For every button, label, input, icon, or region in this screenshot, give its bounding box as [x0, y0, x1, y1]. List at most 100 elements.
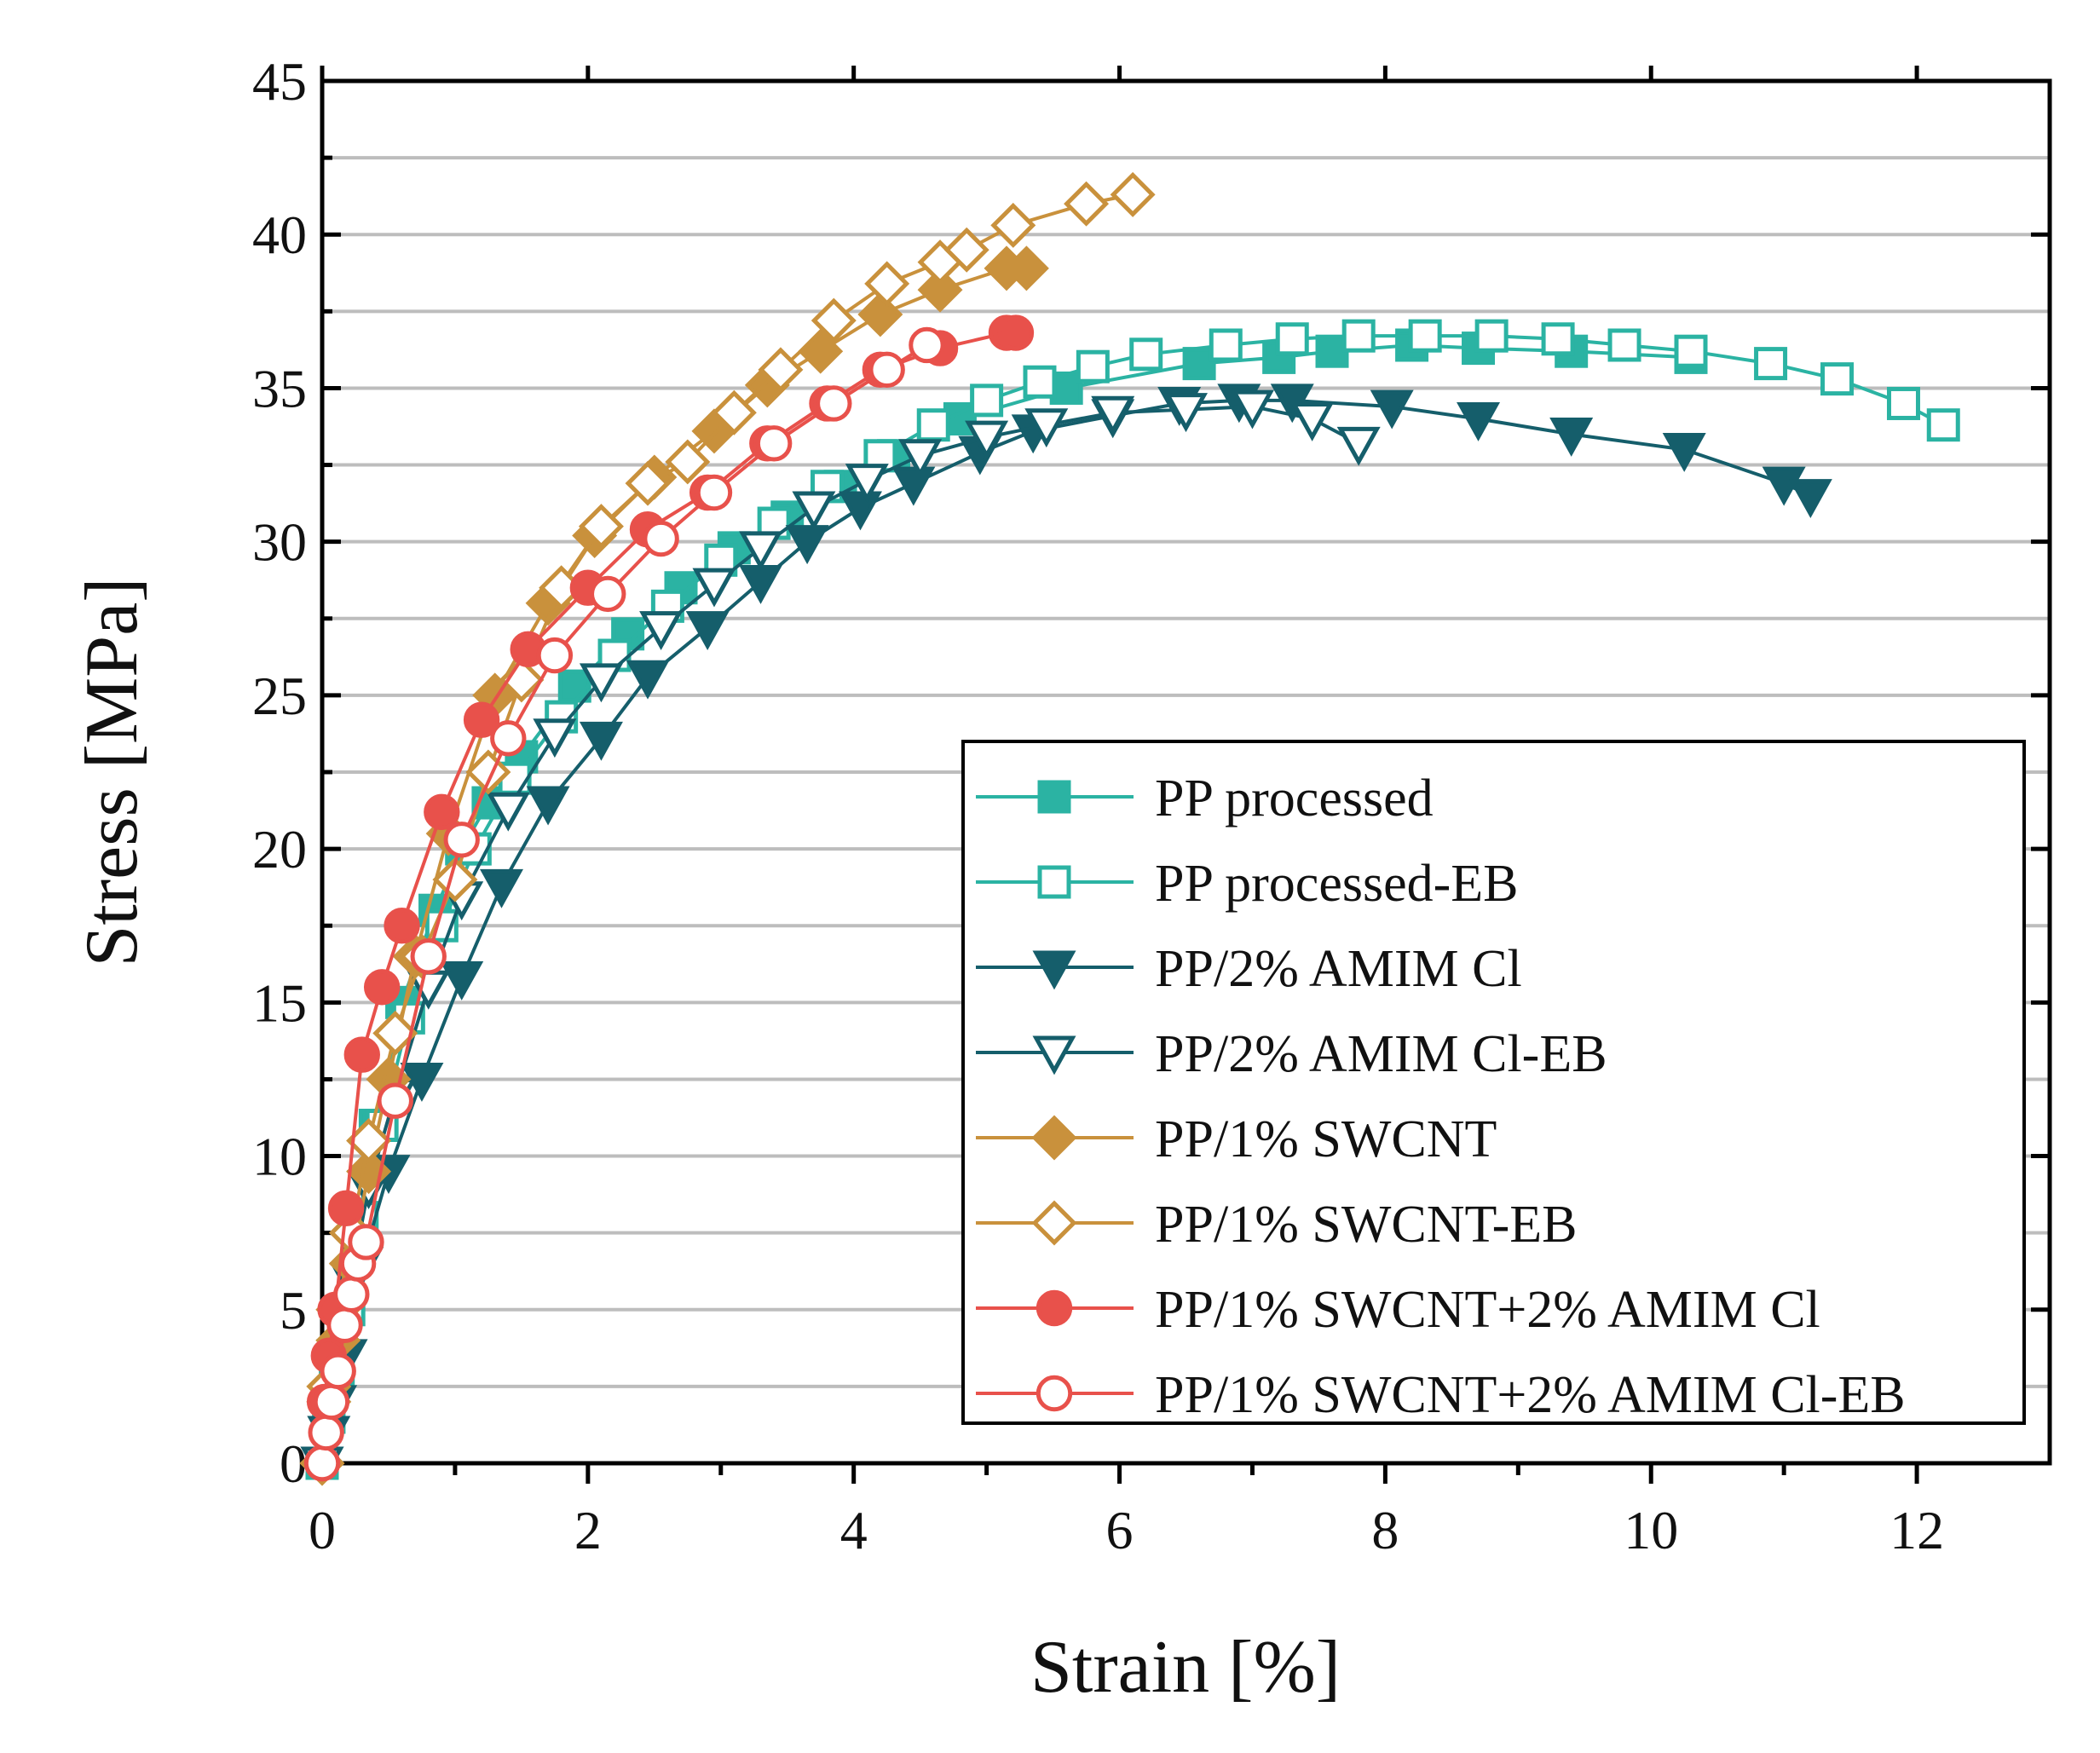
data-series: [299, 171, 1960, 1486]
data-point: [864, 261, 910, 307]
x-tick-label: 0: [309, 1500, 336, 1560]
x-tick-label: 12: [1889, 1500, 1944, 1560]
y-tick-label: 35: [252, 358, 307, 418]
legend-entry: PP/2% AMIM Cl-EB: [976, 1025, 1607, 1083]
data-point: [1457, 401, 1501, 441]
data-point: [639, 611, 684, 650]
legend-entry: PP/1% SWCNT-EB: [976, 1196, 1578, 1254]
data-point: [695, 474, 733, 511]
data-point: [343, 1036, 380, 1073]
data-point: [868, 351, 905, 389]
data-point: [410, 938, 447, 975]
data-point: [891, 466, 936, 506]
legend-label: PP/1% SWCNT+2% AMIM Cl-EB: [1155, 1366, 1906, 1424]
legend-entry: PP/1% SWCNT+2% AMIM Cl-EB: [976, 1366, 1906, 1424]
x-tick-label: 10: [1624, 1500, 1678, 1560]
data-point: [1474, 319, 1509, 353]
data-point: [308, 1414, 344, 1451]
legend-label: PP/1% SWCNT: [1155, 1110, 1497, 1168]
data-point: [997, 314, 1035, 351]
data-point: [1091, 395, 1135, 435]
data-point: [486, 792, 530, 832]
x-tick-label: 2: [574, 1500, 602, 1560]
data-point: [578, 504, 624, 550]
legend-label: PP processed-EB: [1155, 855, 1519, 913]
legend-entry: PP/1% SWCNT: [976, 1110, 1497, 1168]
legend-marker: [1032, 1035, 1076, 1075]
data-point: [916, 408, 950, 442]
data-point: [1926, 408, 1960, 442]
series-pp-1-swcnt-2-amim-cl-eb: [303, 326, 945, 1482]
legend-marker: [1036, 1289, 1073, 1327]
data-point: [692, 568, 736, 608]
data-point: [579, 721, 623, 761]
legend-marker: [1032, 950, 1076, 990]
series-line: [320, 343, 928, 1464]
data-point: [1023, 365, 1057, 399]
data-point: [1754, 347, 1788, 381]
data-point: [1336, 426, 1381, 466]
y-tick-label: 25: [252, 666, 307, 726]
data-point: [348, 1224, 384, 1260]
legend-marker: [1037, 780, 1071, 814]
data-point: [463, 701, 500, 738]
data-point: [965, 420, 1009, 460]
y-tick-label: 15: [252, 972, 307, 1033]
y-tick-label: 5: [280, 1280, 307, 1341]
data-point: [372, 1010, 418, 1056]
data-point: [1270, 383, 1314, 424]
data-point: [1408, 319, 1442, 353]
x-tick-label: 6: [1106, 1500, 1134, 1560]
x-tick-label: 4: [840, 1500, 868, 1560]
y-axis-title: Stress [MPa]: [71, 577, 153, 966]
data-point: [1549, 418, 1594, 457]
data-point: [579, 663, 623, 703]
data-point: [313, 1383, 350, 1421]
data-point: [327, 1190, 365, 1227]
data-point: [377, 1082, 413, 1119]
legend-marker: [1031, 1200, 1077, 1246]
legend-entry: PP processed-EB: [976, 855, 1519, 913]
data-point: [685, 611, 730, 650]
data-point: [909, 326, 945, 364]
data-point: [526, 786, 570, 826]
data-point: [1275, 322, 1309, 356]
data-point: [440, 960, 484, 1000]
data-point: [1607, 328, 1641, 362]
data-point: [333, 1276, 370, 1312]
legend: PP processed PP processed-EB PP/2% AMIM Cl…: [961, 740, 2026, 1425]
legend-label: PP/1% SWCNT+2% AMIM Cl: [1155, 1281, 1820, 1339]
legend-marker: [1031, 1115, 1077, 1161]
data-point: [857, 291, 903, 337]
data-point: [811, 297, 857, 343]
data-point: [303, 1444, 341, 1482]
data-point: [1230, 389, 1274, 430]
data-point: [1541, 322, 1575, 356]
data-point: [626, 660, 670, 700]
data-point: [432, 856, 478, 902]
y-tick-label: 45: [252, 51, 307, 112]
legend-label: PP/1% SWCNT-EB: [1155, 1196, 1578, 1254]
data-point: [479, 868, 523, 908]
data-point: [536, 637, 574, 674]
data-point: [1820, 362, 1855, 396]
data-point: [1370, 389, 1414, 430]
data-point: [625, 460, 671, 506]
legend-marker: [1037, 865, 1071, 899]
legend-label: PP/2% AMIM Cl: [1155, 940, 1522, 998]
data-point: [490, 720, 527, 757]
data-point: [739, 531, 783, 571]
y-tick-label: 40: [252, 205, 307, 265]
y-tick-label: 30: [252, 512, 307, 573]
data-point: [1164, 393, 1208, 433]
data-point: [711, 389, 757, 435]
y-tick-label: 20: [252, 819, 307, 879]
data-point: [1290, 401, 1335, 441]
legend-box: [961, 740, 2026, 1425]
data-point: [320, 1352, 356, 1390]
data-point: [443, 822, 480, 858]
data-point: [755, 425, 793, 462]
data-point: [326, 1306, 363, 1344]
legend-entry: PP processed: [976, 770, 1434, 827]
